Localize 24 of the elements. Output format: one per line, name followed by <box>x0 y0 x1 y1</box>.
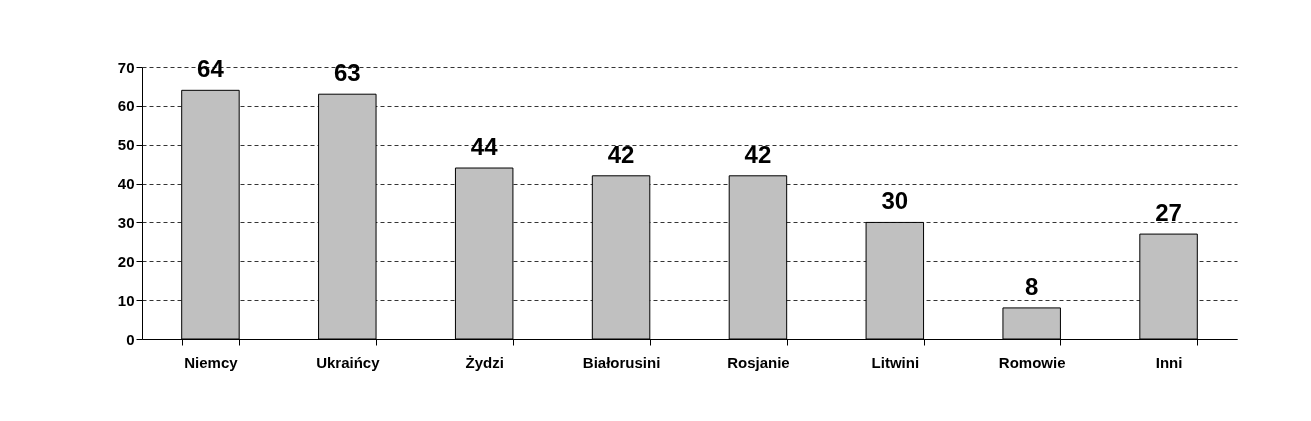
y-tick-label: 20 <box>117 252 135 270</box>
data-label: 44 <box>470 133 499 161</box>
data-label: 27 <box>1155 199 1182 227</box>
x-tick-label: Inni <box>1155 353 1183 371</box>
y-tick-label: 0 <box>126 330 135 348</box>
y-tick-label: 60 <box>117 97 135 115</box>
x-tick-label: Litwini <box>871 353 920 371</box>
y-tick-label: 70 <box>117 58 135 76</box>
data-label: 30 <box>881 187 909 215</box>
x-tick-label: Białorusini <box>582 353 661 371</box>
data-label: 63 <box>333 59 361 87</box>
data-label: 42 <box>744 140 772 168</box>
y-tick-label: 40 <box>117 175 135 193</box>
y-tick-label: 50 <box>117 136 135 154</box>
data-label: 42 <box>607 140 635 168</box>
x-tick-label: Romowie <box>998 353 1066 371</box>
x-tick-label: Żydzi <box>465 353 504 371</box>
data-label: 64 <box>197 55 225 83</box>
y-tick-label: 10 <box>117 291 135 309</box>
x-tick-label: Niemcy <box>184 353 239 371</box>
y-tick-label: 30 <box>117 213 135 231</box>
x-tick-label: Rosjanie <box>727 353 790 371</box>
x-tick-label: Ukraińcy <box>316 353 381 371</box>
data-label: 8 <box>1025 272 1039 300</box>
